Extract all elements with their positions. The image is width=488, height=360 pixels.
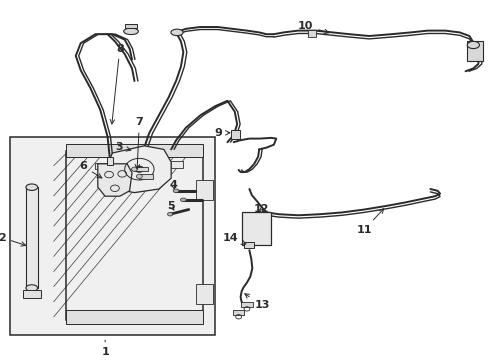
Ellipse shape: [171, 29, 183, 36]
Text: 2: 2: [0, 233, 25, 246]
Ellipse shape: [26, 184, 38, 190]
Bar: [66, 144, 203, 157]
Polygon shape: [98, 164, 132, 196]
Text: 13: 13: [244, 294, 269, 310]
Text: 7: 7: [135, 117, 143, 169]
Bar: [244, 242, 254, 248]
Text: 14: 14: [223, 233, 245, 244]
Bar: [230, 130, 239, 139]
Text: 11: 11: [356, 209, 383, 235]
Text: 5: 5: [167, 201, 175, 211]
Ellipse shape: [136, 174, 142, 179]
Ellipse shape: [123, 28, 138, 35]
Bar: [466, 41, 482, 61]
Bar: [139, 174, 153, 179]
Bar: [195, 180, 212, 200]
Polygon shape: [107, 146, 171, 193]
Text: 10: 10: [297, 21, 328, 33]
Bar: [95, 163, 107, 169]
Ellipse shape: [173, 189, 179, 193]
Text: 9: 9: [214, 128, 229, 138]
Bar: [26, 187, 38, 288]
Ellipse shape: [131, 167, 137, 171]
Bar: [195, 284, 212, 304]
Text: 6: 6: [79, 161, 102, 178]
Text: 8: 8: [110, 44, 123, 124]
Ellipse shape: [466, 41, 478, 49]
Bar: [23, 290, 41, 298]
Bar: [125, 24, 137, 28]
Text: 12: 12: [253, 204, 269, 214]
Bar: [134, 167, 148, 171]
Ellipse shape: [26, 285, 38, 291]
Ellipse shape: [167, 212, 173, 216]
Bar: [106, 157, 113, 165]
Text: 1: 1: [101, 340, 109, 357]
Bar: [171, 161, 183, 168]
Bar: [232, 310, 244, 315]
Ellipse shape: [180, 198, 186, 202]
Bar: [307, 30, 315, 37]
Bar: [242, 212, 271, 245]
Text: 4: 4: [169, 180, 177, 190]
Bar: [10, 137, 215, 335]
Bar: [66, 310, 203, 324]
Text: 3: 3: [115, 142, 130, 152]
Circle shape: [134, 166, 144, 173]
Bar: [241, 302, 252, 307]
